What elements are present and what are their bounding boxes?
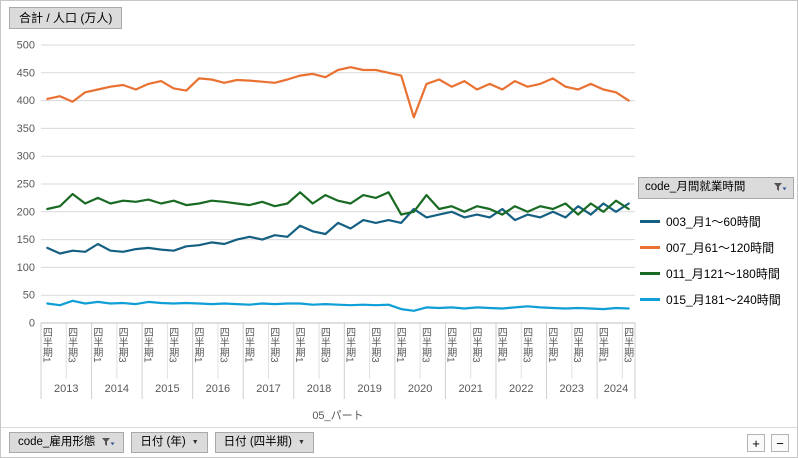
chevron-down-icon: ▼ <box>298 438 305 446</box>
x-axis-year-label: 2024 <box>603 383 629 395</box>
x-axis-quarter-label: 四半期3 <box>166 327 178 363</box>
series-line <box>46 191 630 216</box>
filter-funnel-icon <box>102 437 115 446</box>
y-tick-label: 300 <box>17 151 35 163</box>
chevron-down-icon: ▼ <box>191 438 199 446</box>
x-axis-quarter-label: 四半期1 <box>545 327 557 363</box>
legend-swatch <box>640 246 660 250</box>
y-tick-label: 150 <box>17 234 35 246</box>
y-tick-label: 200 <box>17 206 35 218</box>
x-axis-year-label: 2013 <box>54 383 79 395</box>
legend-label: 003_月1～60時間 <box>666 215 761 230</box>
series-line <box>46 299 630 312</box>
filter-funnel-icon <box>774 183 787 192</box>
x-axis-quarter-label: 四半期3 <box>318 327 330 363</box>
quarter-field-label: 日付 (四半期) <box>223 435 292 448</box>
x-axis-quarter-label: 四半期1 <box>191 327 203 363</box>
x-axis-year-label: 2015 <box>155 383 180 395</box>
x-axis-quarter-label: 四半期1 <box>293 327 305 363</box>
quarter-field-button[interactable]: 日付 (四半期) ▼ <box>214 431 314 454</box>
x-axis-quarter-label: 四半期1 <box>343 327 355 363</box>
y-tick-label: 400 <box>17 95 35 107</box>
legend-label: 011_月121～180時間 <box>666 267 780 282</box>
x-axis-quarter-label: 四半期3 <box>217 327 229 363</box>
x-axis-quarter-label: 四半期3 <box>368 327 380 363</box>
x-axis-year-label: 2023 <box>559 383 585 395</box>
legend-item: 007_月61～120時間 <box>640 235 794 261</box>
legend-field-button[interactable]: code_月間就業時間 <box>638 177 794 199</box>
x-axis-quarter-label: 四半期1 <box>90 327 102 363</box>
x-axis-quarter-label: 四半期1 <box>444 327 456 363</box>
legend-label: 007_月61～120時間 <box>666 241 775 256</box>
legend-swatch <box>640 298 660 302</box>
x-axis-quarter-label: 四半期1 <box>596 327 608 363</box>
series-line <box>46 202 630 255</box>
x-axis-year-label: 2016 <box>205 383 231 395</box>
x-axis-year-label: 2022 <box>509 383 534 395</box>
y-tick-label: 100 <box>17 262 35 274</box>
chart-canvas: 0 50 100 150 200 250 300 350 400 450 500 <box>17 40 636 399</box>
legend-label: 015_月181～240時間 <box>666 293 781 308</box>
legend-item: 011_月121～180時間 <box>640 261 794 287</box>
x-axis-quarter-label: 四半期1 <box>495 327 507 363</box>
x-axis-year-label: 2020 <box>407 383 433 395</box>
x-axis-year-label: 2021 <box>458 383 483 395</box>
footer-field-bar: code_雇用形態 日付 (年) ▼ 日付 (四半期) ▼ + − <box>1 427 797 457</box>
x-axis-year-label: 2019 <box>357 383 382 395</box>
chart-plot-area: 0 50 100 150 200 250 300 350 400 450 500 05_パート 四半… <box>7 37 647 429</box>
x-axis-year-label: 2018 <box>306 383 332 395</box>
expand-field-button[interactable]: + <box>747 434 765 452</box>
x-axis-quarter-label: 四半期3 <box>65 327 77 363</box>
x-axis-quarter-label: 四半期3 <box>116 327 128 363</box>
axis-field-label: code_雇用形態 <box>18 435 96 448</box>
x-axis-quarter-label: 四半期3 <box>571 327 583 363</box>
x-axis-title: 05_パート <box>312 410 364 422</box>
x-axis-quarter-label: 四半期3 <box>419 327 431 363</box>
y-tick-label: 0 <box>29 318 35 330</box>
x-axis-year-label: 2017 <box>256 383 281 395</box>
y-tick-label: 450 <box>17 67 35 79</box>
legend-items: 003_月1～60時間 007_月61～120時間 011_月121～180時間 01… <box>638 209 794 313</box>
axis-field-button[interactable]: code_雇用形態 <box>9 431 125 454</box>
x-axis-quarter-label: 四半期3 <box>621 327 633 363</box>
y-tick-label: 50 <box>23 290 35 302</box>
legend-swatch <box>640 220 660 224</box>
x-axis-quarter-label: 四半期1 <box>394 327 406 363</box>
legend-item: 015_月181～240時間 <box>640 287 794 313</box>
legend-swatch <box>640 272 660 276</box>
x-axis-quarter-label: 四半期1 <box>242 327 254 363</box>
values-field-button[interactable]: 合計 / 人口 (万人) <box>9 7 123 30</box>
x-axis-quarter-label: 四半期3 <box>520 327 532 363</box>
year-field-button[interactable]: 日付 (年) ▼ <box>131 431 208 454</box>
y-tick-label: 350 <box>17 123 35 135</box>
x-axis-quarter-label: 四半期3 <box>470 327 482 363</box>
x-axis-year-label: 2014 <box>104 383 130 395</box>
legend-item: 003_月1～60時間 <box>640 209 794 235</box>
series-line <box>46 66 630 119</box>
legend-field-label: code_月間就業時間 <box>645 181 746 193</box>
legend: code_月間就業時間 003_月1～60時間 007_月61～120時間 011_… <box>638 177 794 313</box>
drill-buttons: + − <box>747 434 789 452</box>
y-tick-label: 500 <box>17 40 35 52</box>
y-tick-label: 250 <box>17 179 35 191</box>
year-field-label: 日付 (年) <box>140 435 186 448</box>
collapse-field-button[interactable]: − <box>771 434 789 452</box>
x-axis-quarter-label: 四半期3 <box>267 327 279 363</box>
x-axis-quarter-label: 四半期1 <box>40 327 52 363</box>
x-axis-quarter-label: 四半期1 <box>141 327 153 363</box>
